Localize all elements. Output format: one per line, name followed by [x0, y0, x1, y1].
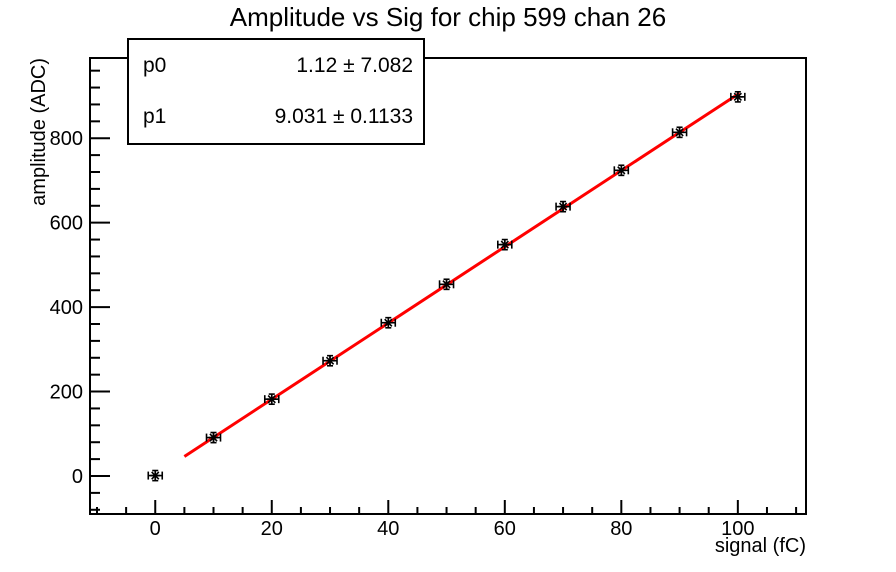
x-tick-label: 20 [261, 518, 283, 540]
param-value-p1: 9.031 ± 0.1133 [274, 105, 413, 129]
y-tick-label: 800 [50, 128, 83, 150]
stats-row-p0: p0 1.12 ± 7.082 [129, 40, 423, 92]
x-axis-title: signal (fC) [715, 535, 806, 557]
plot-frame [89, 57, 807, 515]
x-tick-label: 80 [610, 518, 632, 540]
marker-star [442, 280, 451, 289]
y-tick-label: 600 [50, 213, 83, 235]
marker-star [617, 166, 626, 175]
x-tick-label: 60 [494, 518, 516, 540]
marker-star [733, 92, 743, 102]
stats-row-p1: p1 9.031 ± 0.1133 [129, 92, 423, 144]
marker-star [151, 471, 160, 480]
marker-star [325, 356, 335, 365]
fit-stats-box: p0 1.12 ± 7.082 p1 9.031 ± 0.1133 [127, 38, 425, 145]
x-tick-label: 100 [721, 518, 754, 540]
fit-line [183, 91, 741, 458]
y-tick-label: 200 [50, 382, 83, 404]
marker-star [500, 240, 509, 249]
marker-star [675, 128, 684, 137]
marker-star [384, 318, 393, 327]
y-tick-label: 400 [50, 297, 83, 319]
param-value-p0: 1.12 ± 7.082 [296, 53, 413, 77]
marker-star [209, 433, 218, 442]
chart-title: Amplitude vs Sig for chip 599 chan 26 [229, 2, 667, 32]
x-tick-label: 0 [150, 518, 161, 540]
y-tick-label: 0 [72, 466, 83, 488]
x-tick-label: 40 [377, 518, 399, 540]
param-name-p1: p1 [143, 105, 167, 129]
y-axis-title: amplitude (ADC) [28, 58, 50, 206]
marker-star [267, 394, 276, 404]
marker-star [558, 202, 568, 211]
param-name-p0: p0 [143, 53, 167, 77]
